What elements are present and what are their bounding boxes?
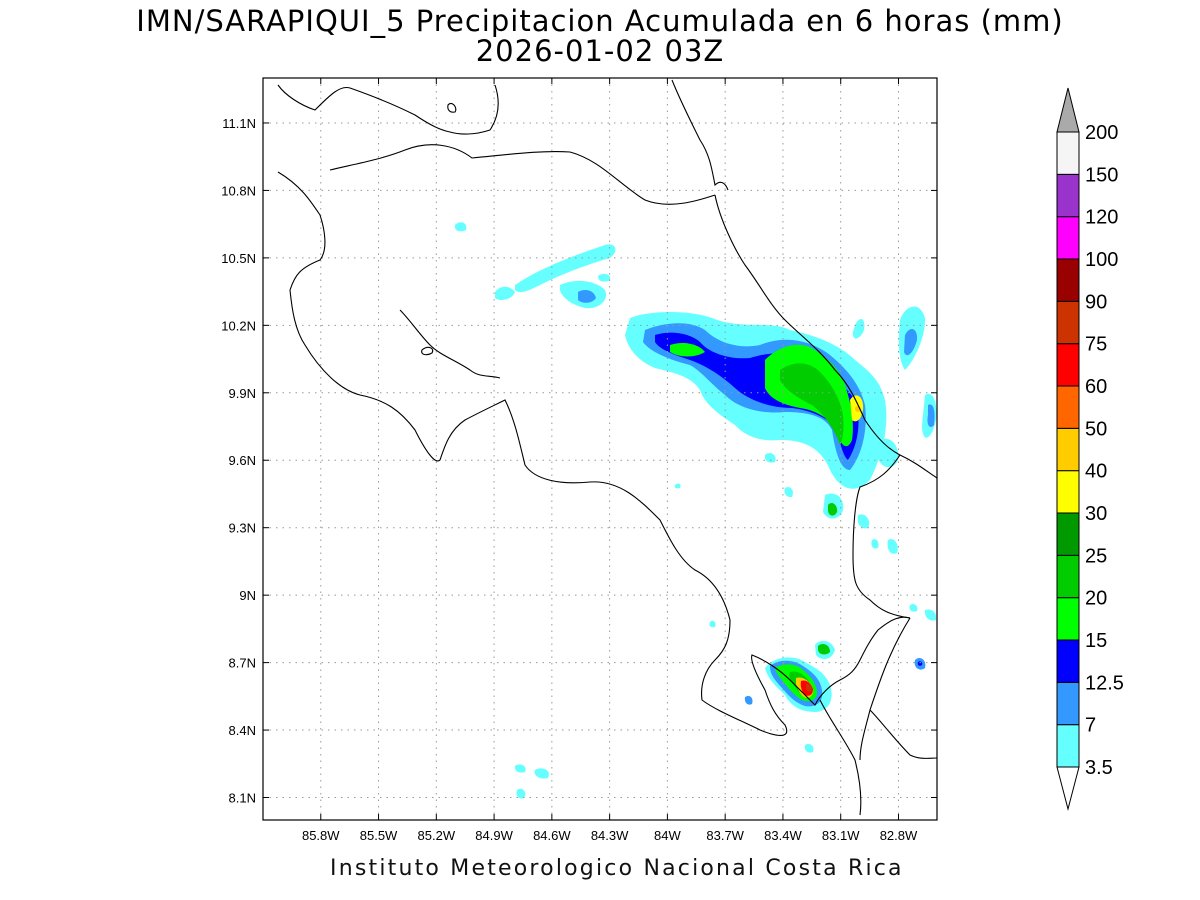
colorbar-overflow	[1056, 87, 1080, 133]
chira-island	[421, 346, 434, 356]
colorbar-swatch	[1056, 681, 1080, 726]
colorbar-label: 7	[1085, 715, 1096, 737]
colorbar-swatch	[1056, 385, 1080, 429]
lat-tick-label: 8.4N	[229, 723, 256, 738]
coastlines	[277, 79, 937, 816]
longitude-axis: 85.8W 85.5W 85.2W 84.9W 84.6W 84.3W 84W 83.7W 83…	[302, 78, 918, 843]
lat-tick-label: 10.8N	[221, 183, 256, 198]
map-title: IMN/SARAPIQUI_5 Precipitacion Acumulada …	[136, 4, 1064, 38]
precipitation-fields	[454, 222, 937, 799]
colorbar-label: 15	[1085, 630, 1107, 652]
lon-tick-label: 84.3W	[591, 828, 629, 843]
pacific-coast	[277, 171, 911, 736]
rain-cell-south	[514, 640, 835, 799]
lat-tick-label: 9.3N	[229, 521, 256, 536]
lon-tick-label: 84W	[654, 828, 681, 843]
lon-tick-label: 85.5W	[360, 828, 398, 843]
lat-tick-label: 11.1N	[222, 116, 256, 131]
lat-tick-label: 10.2N	[221, 318, 256, 333]
map-frame	[262, 77, 938, 821]
colorbar-label: 150	[1085, 164, 1118, 186]
panama-coast-east	[869, 709, 937, 759]
colorbar-label: 3.5	[1085, 757, 1113, 779]
colorbar-label: 200	[1085, 122, 1118, 144]
colorbar-swatch	[1056, 724, 1080, 768]
colorbar-swatch	[1056, 258, 1080, 302]
lon-tick-label: 83.1W	[822, 828, 860, 843]
map-gridlines	[263, 78, 937, 820]
latitude-axis: 8.1N 8.4N 8.7N 9N 9.3N 9.6N 9.9N 10.2N 10.5N 10.8…	[221, 116, 937, 806]
lon-tick-label: 84.6W	[533, 828, 571, 843]
gulf-of-nicoya	[399, 309, 501, 379]
footer-credit: Instituto Meteorologico Nacional Costa R…	[330, 856, 904, 881]
lake-nicaragua	[277, 84, 499, 135]
map-subtitle: 2026-01-02 03Z	[475, 34, 725, 68]
colorbar-swatch	[1056, 639, 1080, 683]
ometepe-island	[447, 102, 457, 113]
colorbar-swatch	[1056, 427, 1080, 472]
colorbar-label: 120	[1085, 207, 1118, 229]
colorbar-label: 40	[1085, 461, 1107, 483]
colorbar-swatch	[1056, 173, 1080, 218]
colorbar-label: 12.5	[1085, 672, 1124, 694]
colorbar-label: 100	[1085, 249, 1118, 271]
osa-peninsula-coast	[819, 699, 862, 816]
rain-cell-caribbean-north	[454, 222, 937, 670]
colorbar-label: 30	[1085, 503, 1107, 525]
colorbar-swatch	[1056, 554, 1080, 599]
lat-tick-label: 9N	[239, 588, 256, 603]
lat-tick-label: 9.6N	[229, 453, 256, 468]
lon-tick-label: 85.2W	[418, 828, 456, 843]
colorbar-swatch	[1056, 597, 1080, 641]
lon-tick-label: 84.9W	[475, 828, 513, 843]
lat-tick-label: 8.1N	[229, 791, 256, 806]
lat-tick-label: 8.7N	[229, 656, 256, 671]
lon-tick-label: 82.8W	[880, 828, 918, 843]
lat-tick-label: 10.5N	[221, 251, 256, 266]
colorbar-label: 75	[1085, 334, 1107, 356]
lon-tick-label: 83.4W	[764, 828, 802, 843]
colorbar-legend: 3.5 7 12.5 15 20 25 30 40 50 60 75 90 100 120 150 200	[1056, 87, 1124, 811]
colorbar-swatch	[1056, 216, 1080, 260]
colorbar-swatch	[1056, 512, 1080, 556]
colorbar-underflow	[1056, 766, 1080, 811]
lat-tick-label: 9.9N	[229, 386, 256, 401]
colorbar-label: 90	[1085, 291, 1107, 313]
colorbar-swatch	[1056, 300, 1080, 345]
colorbar-label: 20	[1085, 588, 1107, 610]
lon-tick-label: 85.8W	[302, 828, 340, 843]
colorbar-swatch	[1056, 131, 1080, 175]
colorbar-label: 50	[1085, 418, 1107, 440]
burica-coast	[859, 617, 911, 761]
nicaragua-caribbean-coast	[671, 79, 729, 191]
lon-tick-label: 83.7W	[706, 828, 744, 843]
colorbar-label: 60	[1085, 376, 1107, 398]
colorbar-label: 25	[1085, 545, 1107, 567]
colorbar-swatch	[1056, 470, 1080, 514]
border-nicaragua	[329, 144, 716, 205]
colorbar-swatch	[1056, 343, 1080, 387]
border-panama	[852, 454, 911, 619]
